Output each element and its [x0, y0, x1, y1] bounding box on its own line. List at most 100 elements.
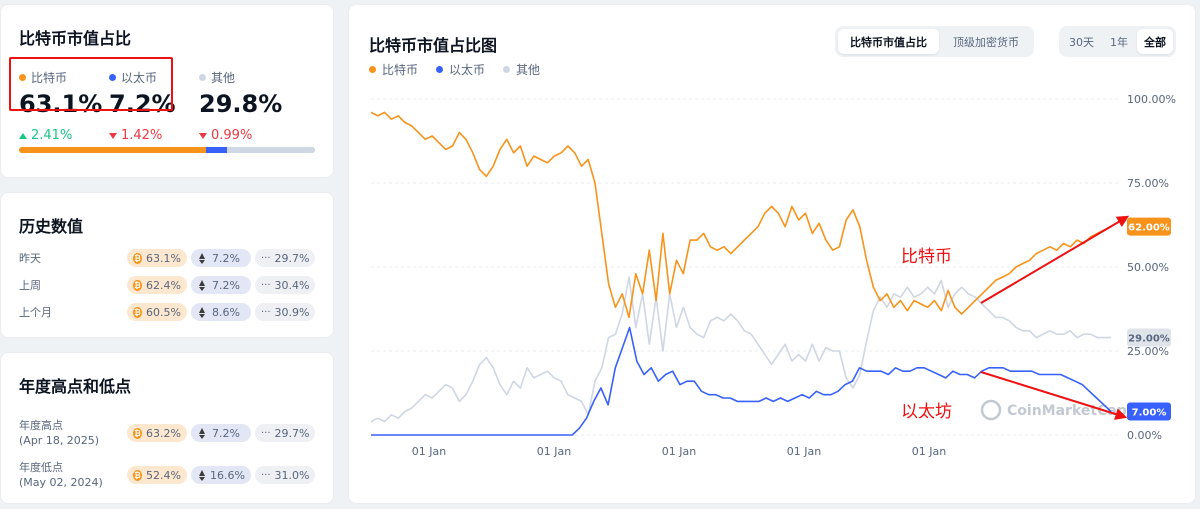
ellipsis-icon: ···: [261, 252, 271, 264]
eth-pill: 16.6%: [191, 466, 251, 484]
down-arrow-icon: [199, 132, 207, 139]
y-tick-label: 75.00%: [1127, 177, 1169, 190]
watermark-text: CoinMarketCap: [1007, 403, 1127, 419]
ellipsis-icon: ···: [261, 279, 271, 291]
last-value-badge: [1127, 402, 1171, 421]
btc-value: 63.1%: [19, 90, 103, 118]
history-row: 上周 ₿ 62.4% 7.2% ··· 30.4%: [19, 276, 315, 294]
btc-pill: ₿ 63.2%: [127, 424, 187, 442]
other-pill: ··· 29.7%: [255, 249, 315, 267]
ethereum-icon: [197, 279, 208, 291]
ellipsis-icon: ···: [261, 306, 271, 318]
history-row-label: 上周: [19, 278, 41, 292]
ethereum-icon: [197, 427, 208, 439]
eth-dominance: 以太币 7.2% 1.42%: [109, 69, 199, 143]
ethereum-icon: [197, 306, 208, 318]
range-toggle: 30天 1年 全部: [1059, 26, 1176, 57]
ellipsis-icon: ···: [261, 427, 271, 439]
history-row-label: 上个月: [19, 305, 52, 319]
yearly-high-row: 年度高点 (Apr 18, 2025) ₿ 63.2% 7.2% ··· 29.7%: [19, 417, 315, 449]
btc-dominance: 比特币 63.1% 2.41%: [19, 69, 109, 143]
up-arrow-icon: [19, 132, 27, 139]
btc-pill: ₿ 60.5%: [127, 303, 187, 321]
range-all[interactable]: 全部: [1137, 29, 1173, 54]
btc-dot-icon: [369, 66, 376, 73]
last-value-badge: [1127, 328, 1171, 347]
eth-label: 以太币: [121, 71, 158, 85]
other-change: 0.99%: [199, 128, 309, 143]
other-dominance: 其他 29.8% 0.99%: [199, 69, 309, 143]
btc-label: 比特币: [31, 71, 68, 85]
chart-title: 比特币市值占比图: [369, 36, 498, 55]
ellipsis-icon: ···: [261, 469, 271, 481]
share-bar-btc: [19, 147, 206, 153]
last-value-badge: [1127, 217, 1171, 236]
eth-dot-icon: [436, 66, 444, 73]
annotation-eth: 以太坊: [901, 402, 952, 422]
x-tick-label: 01 Jan: [662, 445, 696, 458]
tab-top-crypto[interactable]: 顶级加密货币: [953, 35, 1019, 49]
range-1y[interactable]: 1年: [1110, 35, 1128, 49]
btc-dot-icon: [19, 74, 26, 81]
history-card: 历史数值 昨天 ₿ 63.1% 7.2% ··· 29.7% 上周 ₿ 62.4% 7…: [0, 192, 334, 338]
y-tick-label: 100.00%: [1127, 93, 1176, 106]
eth-dot-icon: [109, 74, 116, 81]
share-bar-eth: [205, 147, 227, 153]
share-bar-other: [226, 147, 315, 153]
last-value-label: 62.00%: [1128, 223, 1170, 234]
x-tick-label: 01 Jan: [912, 445, 946, 458]
eth-change: 1.42%: [109, 128, 199, 143]
btc-pill: ₿ 62.4%: [127, 276, 187, 294]
highlight-box: [9, 57, 173, 111]
y-tick-label: 50.00%: [1127, 261, 1169, 274]
y-tick-label: 0.00%: [1127, 429, 1162, 442]
series-line-other: [370, 276, 1111, 423]
y-tick-label: 25.00%: [1127, 345, 1169, 358]
bitcoin-icon: ₿: [133, 252, 143, 264]
series-line-eth: [371, 326, 1112, 436]
annotation-arrow-eth: [980, 371, 1128, 420]
chart-card: 100.00% 75.00% 50.00% 25.00% 0.00% 01 Jan 01 J…: [348, 4, 1196, 504]
history-title: 历史数值: [19, 217, 84, 236]
chart-legend: 比特币 以太币 其他: [369, 61, 540, 78]
bitcoin-icon: ₿: [133, 279, 143, 291]
ethereum-icon: [197, 469, 206, 481]
eth-pill: 7.2%: [191, 424, 251, 442]
eth-pill: 8.6%: [191, 303, 251, 321]
ethereum-icon: [197, 252, 208, 264]
tab-btc-dominance[interactable]: 比特币市值占比: [838, 29, 939, 54]
yearly-row-label: 年度高点 (Apr 18, 2025): [19, 419, 100, 447]
history-row: 上个月 ₿ 60.5% 8.6% ··· 30.9%: [19, 303, 315, 321]
history-row-label: 昨天: [19, 251, 41, 265]
eth-value: 7.2%: [109, 90, 176, 118]
legend-item-eth[interactable]: 以太币: [436, 61, 485, 78]
bitcoin-icon: ₿: [133, 306, 143, 318]
eth-pill: 7.2%: [191, 276, 251, 294]
bitcoin-icon: ₿: [133, 427, 143, 439]
legend-item-btc[interactable]: 比特币: [369, 61, 418, 78]
yearly-card: 年度高点和低点 年度高点 (Apr 18, 2025) ₿ 63.2% 7.2% ·…: [0, 352, 334, 504]
series-line-btc: [370, 111, 1112, 319]
annotation-btc: 比特币: [901, 247, 952, 267]
range-30d[interactable]: 30天: [1069, 35, 1094, 49]
last-value-label: 7.00%: [1132, 407, 1167, 418]
dominance-title: 比特币市值占比: [19, 29, 132, 48]
other-value: 29.8%: [199, 90, 283, 118]
x-tick-label: 01 Jan: [537, 445, 571, 458]
other-pill: ··· 30.4%: [255, 276, 315, 294]
chart-type-toggle: 比特币市值占比 顶级加密货币: [835, 26, 1034, 57]
other-pill: ··· 31.0%: [255, 466, 315, 484]
coinmarketcap-logo-icon: [980, 399, 1002, 421]
share-bar: [19, 147, 315, 153]
legend-item-other[interactable]: 其他: [503, 61, 540, 78]
btc-pill: ₿ 52.4%: [127, 466, 187, 484]
down-arrow-icon: [109, 132, 117, 139]
dominance-chart: 100.00% 75.00% 50.00% 25.00% 0.00% 01 Jan 01 J…: [370, 93, 1176, 458]
eth-pill: 7.2%: [191, 249, 251, 267]
other-dot-icon: [199, 74, 206, 81]
yearly-row-label: 年度低点 (May 02, 2024): [19, 461, 103, 489]
other-pill: ··· 30.9%: [255, 303, 315, 321]
bitcoin-icon: ₿: [133, 469, 143, 481]
yearly-low-row: 年度低点 (May 02, 2024) ₿ 52.4% 16.6% ··· 31.0%: [19, 459, 315, 491]
x-tick-label: 01 Jan: [787, 445, 821, 458]
